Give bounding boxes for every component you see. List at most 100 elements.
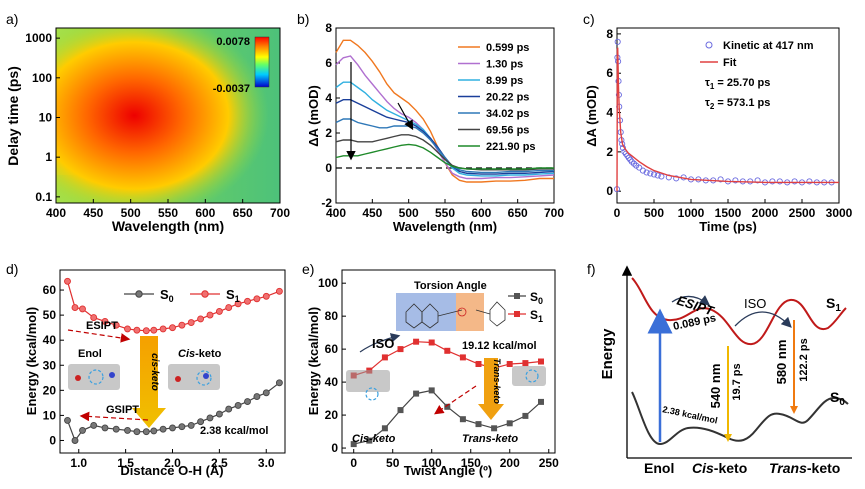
energy-point — [101, 424, 109, 432]
y-axis-label: ΔA (mOD) — [306, 85, 321, 147]
iso-label: ISO — [372, 336, 394, 351]
molecule-body — [168, 364, 220, 390]
panel-b: b) 400 450 500 550 600 650 700 -2 0 2 4 6 8 0.599 ps… — [297, 11, 564, 234]
y-tick-label: 6 — [606, 66, 613, 80]
y-tick-label: 1 — [45, 150, 52, 164]
legend-label: S0 — [530, 290, 543, 306]
emission-580-label: 580 nm — [774, 340, 789, 385]
legend-subscript: 0 — [169, 294, 174, 304]
energy-point — [491, 425, 498, 432]
legend-label: 8.99 ps — [486, 75, 523, 87]
x-tick-label: 2.5 — [211, 456, 228, 470]
energy-point — [79, 426, 86, 434]
x-tick-label: 500 — [121, 206, 141, 220]
data-point — [636, 164, 643, 171]
energy-point — [90, 314, 98, 322]
legend-fit: Fit — [723, 57, 737, 69]
x-tick-label: 450 — [83, 206, 103, 220]
energy-point — [275, 287, 283, 295]
emission-580-time: 122.2 ps — [798, 338, 810, 381]
tau2-symbol: τ — [705, 97, 710, 109]
data-point — [776, 178, 783, 185]
panel-c: c) 0 500 1000 1500 2000 2500 3000 0 2 4 6 8 Kinetic… — [583, 11, 853, 234]
cis-keto-arrow-label: cis-keto — [149, 353, 160, 391]
legend-label: 34.02 ps — [486, 108, 529, 120]
data-point — [643, 169, 650, 176]
tau2-value: = 573.1 ps — [714, 97, 770, 109]
x-tick-label: 500 — [644, 206, 664, 220]
energy-point — [64, 416, 71, 424]
legend-marker — [514, 311, 520, 317]
energy-point — [444, 347, 451, 354]
y-tick-label: 4 — [606, 106, 613, 120]
s0-curve — [631, 391, 849, 446]
energy-point — [244, 297, 251, 305]
highlight-circle — [196, 370, 212, 386]
oxygen-atom — [175, 376, 181, 382]
y-tick-label: 6 — [325, 56, 332, 70]
data-point — [769, 178, 776, 185]
trans-keto-arrow-body — [484, 358, 498, 404]
x-tick-label: 550 — [435, 206, 455, 220]
x-axis-label: Wavelength (nm) — [393, 219, 497, 234]
panel-a: a) 0.0078 -0.0037 400 450 500 550 600 650 700 0… — [5, 11, 290, 234]
y-tick-label: 100 — [32, 71, 52, 85]
x-tick-label: 1.5 — [117, 456, 134, 470]
emission-540-time: 19.7 ps — [731, 363, 743, 400]
energy-gap-label: 2.38 kcal/mol — [200, 425, 269, 437]
colorbar-max: 0.0078 — [216, 36, 250, 48]
x-axis-label: Twist Angle (º) — [404, 463, 493, 478]
energy-point — [262, 389, 270, 397]
legend-label: S1 — [530, 308, 543, 324]
iso-arrow — [359, 333, 401, 353]
energy-point — [124, 325, 131, 333]
x-tick-label: 3.0 — [258, 456, 275, 470]
spectrum-line — [335, 134, 554, 171]
nitrogen-atom — [203, 373, 209, 379]
data-point — [806, 178, 813, 185]
ring-2 — [421, 303, 439, 329]
torsion-angle-title: Torsion Angle — [414, 280, 487, 292]
s0-symbol: S — [830, 389, 839, 405]
energy-point — [413, 338, 420, 345]
energy-point — [253, 295, 261, 303]
energy-point — [506, 420, 513, 427]
x-axis-label: Distance O-H (Å) — [120, 463, 223, 478]
legend-label: S0 — [160, 287, 174, 304]
energy-point — [169, 324, 176, 332]
data-point — [673, 175, 680, 182]
enol-label: Enol — [78, 348, 102, 360]
y-axis-label: Energy — [599, 328, 616, 380]
data-point — [647, 170, 654, 177]
energy-point — [159, 425, 167, 433]
emission-580-head — [790, 406, 798, 414]
x-tick-label: 1.0 — [70, 456, 87, 470]
x-tick-label: 2000 — [752, 206, 779, 220]
energy-point — [253, 393, 261, 401]
energy-point — [197, 315, 205, 323]
y-tick-label: 80 — [325, 309, 339, 323]
energy-point — [215, 307, 223, 315]
y-axis-label: ΔA (mOD) — [584, 85, 599, 147]
y-tick-label: 0.1 — [35, 190, 52, 204]
x-tick-label: 3000 — [826, 206, 853, 220]
x-tick-label: 100 — [422, 456, 442, 470]
energy-point — [206, 311, 214, 319]
energy-point — [522, 412, 529, 419]
legend-kinetic: Kinetic at 417 nm — [723, 40, 814, 52]
x-tick-label: 450 — [362, 206, 382, 220]
y-tick-label: 0 — [49, 433, 56, 447]
plot-frame — [341, 269, 556, 454]
x-tick-label: 700 — [544, 206, 564, 220]
energy-point — [225, 304, 233, 312]
data-point — [650, 171, 658, 178]
y-tick-label: 2 — [606, 145, 613, 159]
energy-point — [506, 361, 513, 367]
y-tick-label: 8 — [325, 21, 332, 35]
energy-point — [64, 277, 71, 285]
legend-label: 221.90 ps — [486, 141, 536, 153]
energy-point — [124, 426, 131, 434]
energy-point — [244, 398, 251, 406]
legend-label: 20.22 ps — [486, 92, 529, 104]
